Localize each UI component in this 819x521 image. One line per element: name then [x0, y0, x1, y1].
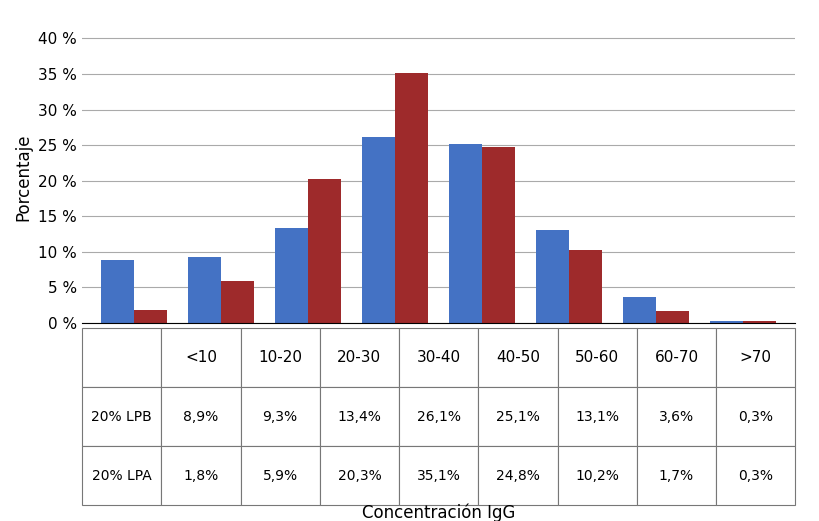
Bar	[568, 251, 601, 323]
Bar	[449, 144, 482, 323]
Bar	[655, 311, 689, 323]
Bar	[101, 259, 134, 323]
Bar	[536, 230, 568, 323]
Bar	[482, 146, 514, 323]
Bar	[742, 321, 776, 323]
Bar	[709, 321, 742, 323]
Text: Concentración IgG: Concentración IgG	[361, 504, 515, 521]
Bar	[188, 257, 221, 323]
Bar	[221, 281, 254, 323]
Bar	[134, 310, 167, 323]
Bar	[362, 138, 395, 323]
Y-axis label: Porcentaje: Porcentaje	[15, 133, 33, 221]
Bar	[622, 297, 655, 323]
Bar	[275, 228, 308, 323]
Bar	[308, 179, 341, 323]
Bar	[395, 73, 428, 323]
